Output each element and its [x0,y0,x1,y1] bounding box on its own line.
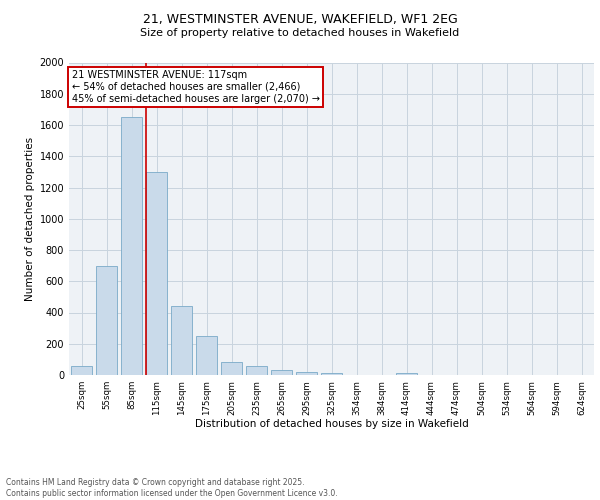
Text: Contains HM Land Registry data © Crown copyright and database right 2025.
Contai: Contains HM Land Registry data © Crown c… [6,478,338,498]
Bar [271,370,292,375]
Text: 21, WESTMINSTER AVENUE, WAKEFIELD, WF1 2EG: 21, WESTMINSTER AVENUE, WAKEFIELD, WF1 2… [143,12,457,26]
Bar [246,366,267,375]
Bar [96,266,117,375]
Bar [396,374,417,375]
X-axis label: Distribution of detached houses by size in Wakefield: Distribution of detached houses by size … [194,419,469,429]
Bar [171,306,192,375]
Bar [296,372,317,375]
Text: 21 WESTMINSTER AVENUE: 117sqm
← 54% of detached houses are smaller (2,466)
45% o: 21 WESTMINSTER AVENUE: 117sqm ← 54% of d… [71,70,320,104]
Text: Size of property relative to detached houses in Wakefield: Size of property relative to detached ho… [140,28,460,38]
Bar [71,366,92,375]
Y-axis label: Number of detached properties: Number of detached properties [25,136,35,301]
Bar [221,362,242,375]
Bar [196,336,217,375]
Bar [146,172,167,375]
Bar [121,117,142,375]
Bar [321,374,342,375]
